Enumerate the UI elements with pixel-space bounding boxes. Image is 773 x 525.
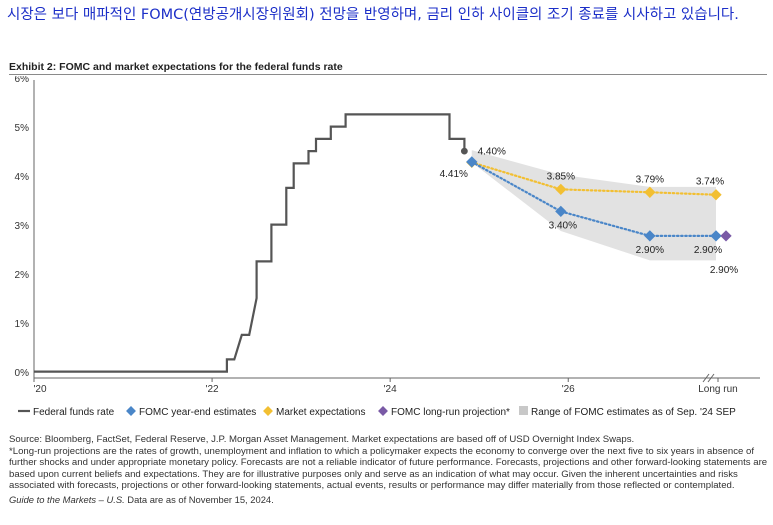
legend-label-fomc: FOMC year-end estimates xyxy=(139,407,256,418)
legend-label-fed-funds: Federal funds rate xyxy=(33,407,115,418)
exhibit-title-text: Exhibit 2: FOMC and market expectations … xyxy=(9,61,343,73)
headline: 시장은 보다 매파적인 FOMC(연방공개시장위원회) 전망을 반영하며, 금리… xyxy=(7,7,739,23)
market-expectations-point xyxy=(710,189,722,201)
legend-swatch-range xyxy=(519,406,528,415)
legend-swatch-long-run xyxy=(378,406,388,416)
chart-notes: Source: Bloomberg, FactSet, Federal Rese… xyxy=(9,434,769,506)
market-expectations-point xyxy=(555,183,567,196)
axes: 0% 1% 2% 3% 4% 5% 6% '20 '22 '24 '26 Long run xyxy=(15,76,760,395)
fed-funds-line xyxy=(34,113,466,373)
fomc-estimates-point xyxy=(555,205,567,218)
x-tick-label: '20 xyxy=(33,384,46,395)
y-tick-label: 1% xyxy=(15,319,30,330)
market-data-label: 3.79% xyxy=(636,174,664,185)
fomc-range-band xyxy=(471,150,716,261)
legend-label-long-run: FOMC long-run projection* xyxy=(391,407,510,418)
long-run-data-label: 2.90% xyxy=(710,265,738,276)
x-tick-label: '22 xyxy=(206,384,219,395)
legend: Federal funds rate FOMC year-end estimate… xyxy=(18,406,736,418)
axis-break-mark xyxy=(702,373,710,383)
y-tick-label: 6% xyxy=(15,76,30,85)
title-divider xyxy=(9,74,767,75)
y-tick-label: 3% xyxy=(15,221,30,232)
y-tick-label: 4% xyxy=(15,172,30,183)
range-band-layer xyxy=(471,150,716,261)
legend-swatch-market xyxy=(263,406,273,416)
data-label-layer: 4.40% 3.85% 3.79% 3.74% 4.41% 3.40% 2.90% 2.90%… xyxy=(440,146,739,276)
y-tick-label: 0% xyxy=(15,368,30,379)
fomc-data-label: 2.90% xyxy=(636,245,664,256)
footer-note: Guide to the Markets – U.S. Data are as … xyxy=(9,494,769,506)
market-expectations-point xyxy=(644,186,656,198)
market-data-label: 4.40% xyxy=(478,146,506,157)
x-tick-label: '24 xyxy=(384,384,397,395)
x-tick-label: Long run xyxy=(698,384,737,395)
series-layer xyxy=(34,113,732,373)
fed-funds-chart: 0% 1% 2% 3% 4% 5% 6% '20 '22 '24 '26 Long run 4.40%… xyxy=(15,76,760,418)
fed-funds-end-dot xyxy=(460,147,468,155)
source-note: Source: Bloomberg, FactSet, Federal Rese… xyxy=(9,434,635,445)
fomc-estimates-line xyxy=(470,160,718,237)
fomc-estimates-point xyxy=(710,230,722,242)
legend-swatch-fomc xyxy=(126,406,136,416)
guide-label: Guide to the Markets – U.S. xyxy=(9,493,125,505)
market-data-label: 3.74% xyxy=(696,177,724,188)
market-expectations-line xyxy=(470,161,718,196)
footnote: *Long-run projections are the rates of g… xyxy=(9,445,768,492)
fomc-data-label: 4.41% xyxy=(440,169,468,180)
y-tick-label: 5% xyxy=(15,123,30,134)
long-run-projection-point xyxy=(720,230,732,242)
axis-break-mark xyxy=(707,373,715,383)
legend-label-market: Market expectations xyxy=(276,407,366,418)
y-tick-label: 2% xyxy=(15,270,30,281)
fomc-data-label: 2.90% xyxy=(694,245,722,256)
fomc-estimates-point xyxy=(644,230,656,242)
data-as-of: Data are as of November 15, 2024. xyxy=(124,493,274,505)
market-data-label: 3.85% xyxy=(547,171,575,182)
x-tick-label: '26 xyxy=(562,384,575,395)
fomc-data-label: 3.40% xyxy=(549,220,577,231)
legend-label-range: Range of FOMC estimates as of Sep. '24 S… xyxy=(531,407,736,418)
exhibit-title: Exhibit 2: FOMC and market expectations … xyxy=(9,61,767,75)
